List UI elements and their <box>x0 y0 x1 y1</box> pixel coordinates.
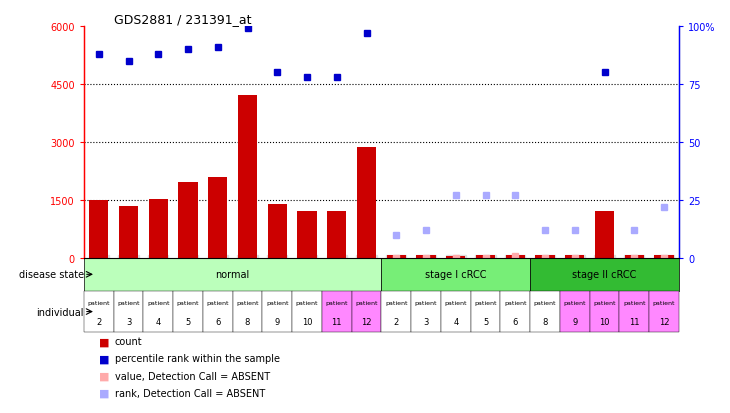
Bar <box>292 291 322 332</box>
Text: 12: 12 <box>361 318 372 327</box>
Text: patient: patient <box>534 300 556 305</box>
Bar <box>208 177 228 258</box>
Text: patient: patient <box>504 300 526 305</box>
Bar <box>149 199 168 258</box>
Text: patient: patient <box>266 300 288 305</box>
Bar <box>476 256 495 258</box>
Bar <box>506 256 525 258</box>
Bar <box>173 291 203 332</box>
Text: 2: 2 <box>96 318 101 327</box>
Text: patient: patient <box>237 300 259 305</box>
Text: 6: 6 <box>512 318 518 327</box>
Bar <box>327 212 347 258</box>
Text: patient: patient <box>326 300 348 305</box>
Text: 8: 8 <box>245 318 250 327</box>
Bar <box>441 291 471 332</box>
Text: patient: patient <box>593 300 616 305</box>
Bar <box>357 147 376 258</box>
Text: 5: 5 <box>483 318 488 327</box>
Bar <box>119 206 138 258</box>
Bar <box>382 291 411 332</box>
Text: patient: patient <box>118 300 140 305</box>
Text: patient: patient <box>564 300 586 305</box>
Text: patient: patient <box>474 300 497 305</box>
Text: value, Detection Call = ABSENT: value, Detection Call = ABSENT <box>115 371 270 381</box>
Text: 9: 9 <box>274 318 280 327</box>
Text: 3: 3 <box>423 318 429 327</box>
Text: 5: 5 <box>185 318 191 327</box>
Text: stage II cRCC: stage II cRCC <box>572 270 637 280</box>
Text: patient: patient <box>445 300 467 305</box>
Text: stage I cRCC: stage I cRCC <box>425 270 486 280</box>
Bar <box>649 291 679 332</box>
Text: patient: patient <box>88 300 110 305</box>
Bar <box>263 291 292 332</box>
Text: ■: ■ <box>99 337 109 347</box>
Text: ■: ■ <box>99 388 109 398</box>
Bar <box>501 291 530 332</box>
Bar <box>560 291 590 332</box>
Bar <box>297 212 317 258</box>
Text: 10: 10 <box>599 318 610 327</box>
Bar <box>595 212 614 258</box>
Bar <box>143 291 173 332</box>
Text: patient: patient <box>385 300 407 305</box>
Bar <box>178 183 198 258</box>
Text: patient: patient <box>623 300 645 305</box>
Bar <box>268 205 287 258</box>
Bar <box>654 256 674 258</box>
Bar <box>620 291 649 332</box>
Text: count: count <box>115 337 142 347</box>
Text: disease state: disease state <box>19 270 84 280</box>
Text: patient: patient <box>653 300 675 305</box>
Bar <box>114 291 143 332</box>
Text: percentile rank within the sample: percentile rank within the sample <box>115 354 280 363</box>
Text: rank, Detection Call = ABSENT: rank, Detection Call = ABSENT <box>115 388 265 398</box>
Bar <box>446 256 466 258</box>
Bar <box>203 291 233 332</box>
Text: 4: 4 <box>453 318 458 327</box>
Text: 8: 8 <box>542 318 548 327</box>
Bar <box>590 291 619 332</box>
Bar <box>84 258 381 291</box>
Bar <box>530 258 679 291</box>
Text: patient: patient <box>296 300 318 305</box>
Bar <box>416 256 436 258</box>
Text: patient: patient <box>147 300 169 305</box>
Bar <box>535 256 555 258</box>
Bar <box>625 256 644 258</box>
Bar <box>565 256 585 258</box>
Bar <box>387 256 406 258</box>
Text: 12: 12 <box>658 318 669 327</box>
Bar <box>238 96 257 258</box>
Text: patient: patient <box>207 300 229 305</box>
Text: 10: 10 <box>301 318 312 327</box>
Text: GDS2881 / 231391_at: GDS2881 / 231391_at <box>114 13 251 26</box>
Text: patient: patient <box>356 300 378 305</box>
Bar <box>322 291 352 332</box>
Text: 4: 4 <box>155 318 161 327</box>
Text: 9: 9 <box>572 318 577 327</box>
Bar <box>89 200 109 258</box>
Text: 11: 11 <box>629 318 639 327</box>
Bar <box>233 291 263 332</box>
Text: 2: 2 <box>393 318 399 327</box>
Bar <box>382 258 530 291</box>
Bar <box>471 291 501 332</box>
Text: ■: ■ <box>99 354 109 363</box>
Bar <box>530 291 560 332</box>
Text: normal: normal <box>215 270 250 280</box>
Bar <box>352 291 381 332</box>
Text: 6: 6 <box>215 318 220 327</box>
Text: individual: individual <box>36 307 84 317</box>
Text: ■: ■ <box>99 371 109 381</box>
Text: patient: patient <box>177 300 199 305</box>
Text: 11: 11 <box>331 318 342 327</box>
Bar <box>411 291 441 332</box>
Bar <box>84 291 114 332</box>
Text: 3: 3 <box>126 318 131 327</box>
Text: patient: patient <box>415 300 437 305</box>
